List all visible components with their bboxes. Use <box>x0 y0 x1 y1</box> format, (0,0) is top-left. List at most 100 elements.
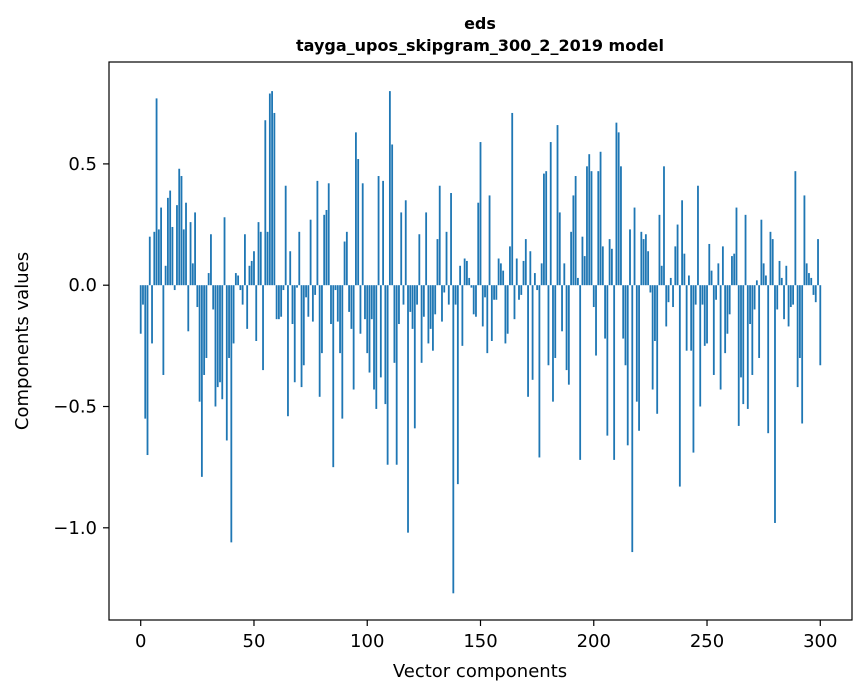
bar <box>583 256 586 286</box>
bar <box>506 285 509 334</box>
bar <box>665 285 668 327</box>
bar <box>499 263 502 286</box>
bar <box>277 285 280 320</box>
bar <box>298 231 301 286</box>
bar <box>189 222 192 286</box>
bar <box>198 285 201 402</box>
bar <box>422 285 425 317</box>
bar <box>683 253 686 286</box>
bar <box>151 285 153 344</box>
bar <box>194 212 196 286</box>
bar <box>647 251 650 286</box>
bar <box>443 285 446 293</box>
bar <box>624 285 627 366</box>
y-tick-label: −0.5 <box>53 397 97 418</box>
bar <box>810 277 813 286</box>
bar <box>597 171 600 286</box>
bar <box>241 285 244 305</box>
bar <box>649 285 652 293</box>
bar <box>456 285 459 485</box>
bar <box>214 285 217 407</box>
bar <box>359 285 362 334</box>
bar <box>142 285 144 305</box>
bar <box>549 142 552 286</box>
bar <box>656 285 659 414</box>
bar <box>520 285 523 295</box>
y-axis-ticks: −1.0 −0.5 0.0 0.5 <box>53 154 109 539</box>
bar <box>751 285 754 375</box>
x-tick-label: 250 <box>690 631 724 652</box>
bar <box>724 285 727 354</box>
bar <box>758 285 761 358</box>
bar <box>563 263 566 286</box>
bar <box>663 166 665 286</box>
bar <box>631 285 634 553</box>
bar <box>581 236 584 286</box>
bar <box>293 285 296 383</box>
bar <box>425 212 428 286</box>
bar <box>459 265 462 286</box>
bar <box>282 285 285 291</box>
bar <box>760 219 763 286</box>
bar <box>667 285 670 303</box>
bar <box>540 263 543 286</box>
bar <box>228 285 230 358</box>
bar <box>536 285 539 291</box>
bar <box>638 285 640 431</box>
bar <box>427 285 430 344</box>
bar <box>708 243 711 286</box>
x-tick-label: 300 <box>803 631 837 652</box>
bar <box>531 285 534 380</box>
bar <box>205 285 208 358</box>
bar <box>490 285 493 341</box>
bar <box>721 246 724 286</box>
bar <box>219 285 221 383</box>
bar <box>475 285 477 317</box>
bar <box>765 275 767 286</box>
bar <box>178 168 181 286</box>
bar <box>547 285 550 366</box>
bar <box>783 285 785 320</box>
bar <box>774 285 776 523</box>
x-tick-label: 0 <box>135 631 146 652</box>
bar <box>395 285 398 465</box>
bar <box>153 231 156 286</box>
bar <box>690 285 693 351</box>
bar <box>527 285 529 397</box>
bar <box>792 285 795 305</box>
bar <box>479 142 482 286</box>
bar <box>259 231 262 286</box>
bar <box>495 285 498 300</box>
bar <box>658 214 661 286</box>
bar <box>472 285 475 315</box>
bar <box>343 241 346 286</box>
bar <box>590 171 593 286</box>
bar <box>273 112 276 286</box>
y-tick-label: 0.0 <box>68 275 97 296</box>
bar <box>185 202 187 286</box>
bar <box>454 285 457 305</box>
bar <box>225 285 228 441</box>
bar <box>660 265 663 286</box>
bar <box>386 285 389 465</box>
bar <box>731 256 733 286</box>
bar <box>808 273 810 286</box>
bar <box>812 285 815 295</box>
bar <box>477 202 480 286</box>
bar <box>334 285 337 291</box>
bar <box>577 277 579 286</box>
bar <box>341 285 344 419</box>
bar <box>171 226 174 286</box>
bar <box>486 285 489 354</box>
bar <box>522 260 525 286</box>
bar <box>375 285 378 409</box>
bar <box>246 285 249 329</box>
bar <box>327 183 330 286</box>
bar <box>416 285 418 305</box>
bar <box>280 285 283 317</box>
bar <box>418 234 421 286</box>
bar <box>345 231 348 286</box>
bar <box>669 277 672 286</box>
bar <box>735 207 738 286</box>
